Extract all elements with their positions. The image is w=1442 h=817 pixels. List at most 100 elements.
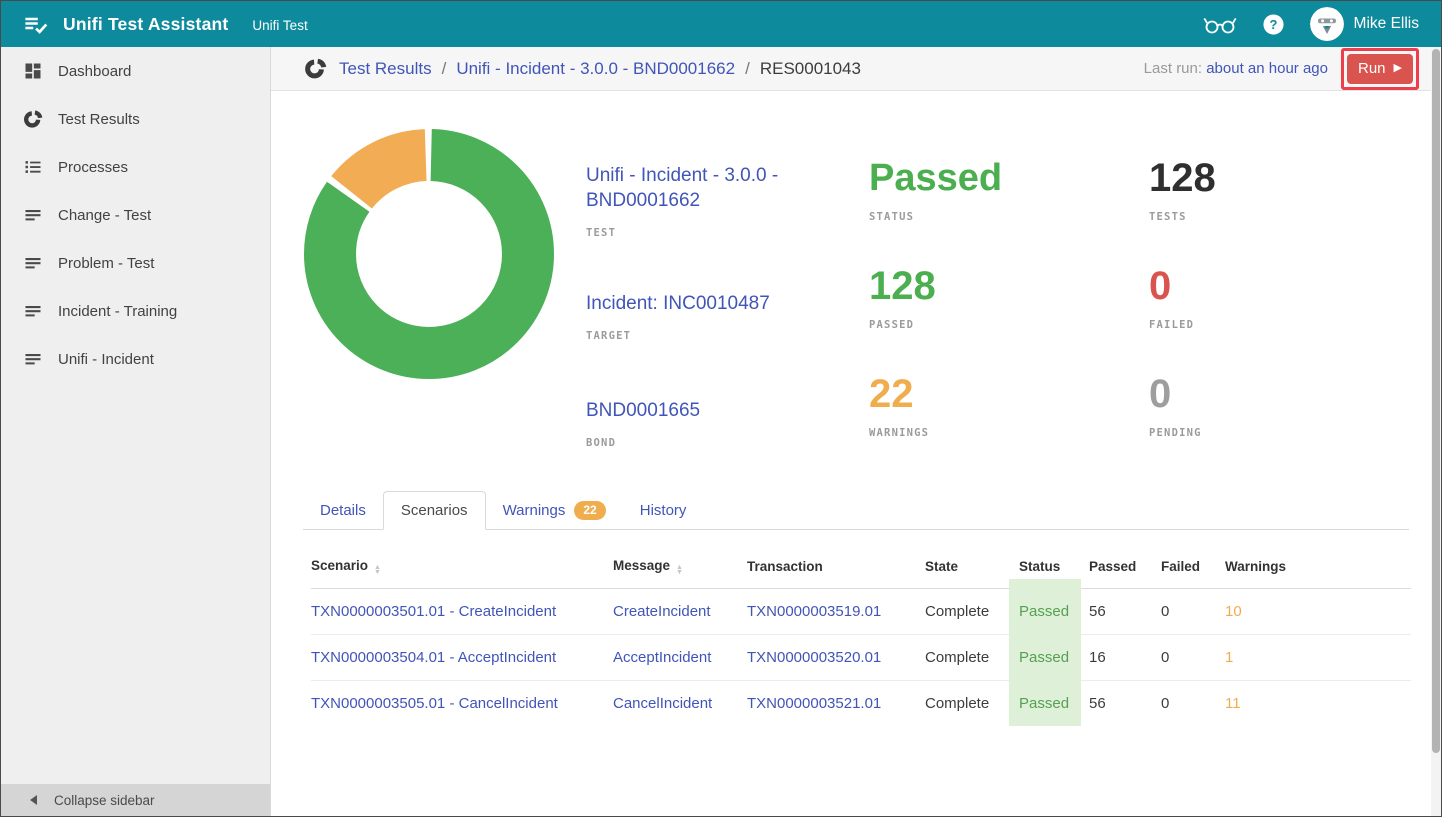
run-button[interactable]: Run ▶ — [1347, 54, 1413, 84]
user-name: Mike Ellis — [1354, 15, 1419, 33]
pending-stat: 0 PENDING — [1149, 371, 1202, 439]
sidebar-item-test-results[interactable]: Test Results — [1, 95, 270, 143]
tab-bar: Details Scenarios Warnings 22 History — [303, 491, 1409, 530]
result-summary-panel: Unifi - Incident - 3.0.0 - BND0001662 TE… — [271, 91, 1431, 816]
sidebar-item-incident-training[interactable]: Incident - Training — [1, 287, 270, 335]
table-row: TXN0000003505.01 - CancelIncident Cancel… — [311, 681, 1411, 727]
scrollbar-thumb[interactable] — [1432, 49, 1440, 753]
table-row: TXN0000003504.01 - AcceptIncident Accept… — [311, 635, 1411, 681]
last-run-link[interactable]: about an hour ago — [1206, 60, 1328, 77]
transaction-link[interactable]: TXN0000003521.01 — [747, 681, 925, 727]
avatar — [1310, 7, 1344, 41]
sidebar-item-change-test[interactable]: Change - Test — [1, 191, 270, 239]
lines-icon — [22, 204, 44, 226]
warnings-cell: 11 — [1225, 681, 1411, 727]
sidebar-item-dashboard[interactable]: Dashboard — [1, 47, 270, 95]
test-info-block: Unifi - Incident - 3.0.0 - BND0001662 TE… — [586, 163, 804, 239]
run-button-label: Run — [1358, 60, 1386, 77]
failed-label: FAILED — [1149, 319, 1194, 331]
dashboard-icon — [22, 60, 44, 82]
tab-label: Warnings — [503, 492, 566, 529]
glasses-icon[interactable] — [1203, 13, 1237, 36]
scrollbar-track — [1431, 47, 1441, 816]
sidebar-nav: Dashboard Test Results Processes — [1, 47, 270, 383]
status-stat: Passed STATUS — [869, 155, 1002, 223]
column-header-scenario[interactable]: Scenario ▲▼ — [311, 543, 613, 589]
tab-details[interactable]: Details — [303, 492, 383, 529]
sort-icon: ▲▼ — [374, 565, 381, 575]
breadcrumb-link-test-results[interactable]: Test Results — [339, 59, 432, 79]
message-link[interactable]: CancelIncident — [613, 681, 747, 727]
sidebar-item-label: Change - Test — [58, 207, 151, 224]
breadcrumb-separator: / — [442, 59, 447, 79]
message-link[interactable]: CreateIncident — [613, 589, 747, 635]
scenario-link[interactable]: TXN0000003505.01 - CancelIncident — [311, 681, 613, 727]
user-menu[interactable]: Mike Ellis — [1310, 7, 1419, 41]
tab-warnings[interactable]: Warnings 22 — [486, 492, 623, 529]
sidebar-item-unifi-incident[interactable]: Unifi - Incident — [1, 335, 270, 383]
target-info-block: Incident: INC0010487 TARGET — [586, 291, 804, 342]
app-subtitle: Unifi Test — [252, 18, 307, 33]
warnings-cell: 10 — [1225, 589, 1411, 635]
column-header-failed: Failed — [1153, 543, 1225, 589]
status-cell: Passed — [1009, 681, 1081, 727]
column-label: Transaction — [747, 559, 823, 574]
failed-cell: 0 — [1153, 681, 1225, 727]
warnings-stat: 22 WARNINGS — [869, 371, 929, 439]
collapse-arrow-icon — [30, 795, 37, 805]
play-icon: ▶ — [1394, 63, 1402, 74]
column-label: Status — [1019, 559, 1060, 574]
column-label: State — [925, 559, 958, 574]
test-link[interactable]: Unifi - Incident - 3.0.0 - BND0001662 — [586, 163, 804, 213]
sidebar-item-label: Unifi - Incident — [58, 351, 154, 368]
sidebar-item-problem-test[interactable]: Problem - Test — [1, 239, 270, 287]
passed-value: 128 — [869, 263, 936, 309]
tab-scenarios[interactable]: Scenarios — [383, 491, 486, 530]
passed-cell: 56 — [1081, 681, 1153, 727]
target-label: TARGET — [586, 330, 804, 342]
column-label: Failed — [1161, 559, 1200, 574]
column-label: Message — [613, 558, 670, 573]
scenario-link[interactable]: TXN0000003504.01 - AcceptIncident — [311, 635, 613, 681]
failed-cell: 0 — [1153, 589, 1225, 635]
passed-cell: 16 — [1081, 635, 1153, 681]
column-header-message[interactable]: Message▲▼ — [613, 543, 747, 589]
tests-value: 128 — [1149, 155, 1216, 201]
transaction-link[interactable]: TXN0000003519.01 — [747, 589, 925, 635]
menu-checklist-icon[interactable] — [21, 10, 49, 38]
help-icon[interactable]: ? — [1262, 13, 1285, 36]
column-label: Scenario — [311, 558, 368, 573]
tab-label: Scenarios — [401, 492, 468, 529]
test-label: TEST — [586, 227, 804, 239]
breadcrumb-separator: / — [745, 59, 750, 79]
last-run-label: Last run: — [1144, 60, 1202, 77]
list-icon — [22, 156, 44, 178]
message-link[interactable]: AcceptIncident — [613, 635, 747, 681]
sidebar-item-label: Test Results — [58, 111, 140, 128]
column-label: Warnings — [1225, 559, 1286, 574]
collapse-sidebar-label: Collapse sidebar — [54, 793, 155, 808]
transaction-link[interactable]: TXN0000003520.01 — [747, 635, 925, 681]
svg-text:?: ? — [1269, 17, 1277, 32]
breadcrumb-link-test[interactable]: Unifi - Incident - 3.0.0 - BND0001662 — [456, 59, 735, 79]
breadcrumb-current: RES0001043 — [760, 59, 861, 79]
scenario-link[interactable]: TXN0000003501.01 - CreateIncident — [311, 589, 613, 635]
tab-history[interactable]: History — [623, 492, 704, 529]
sidebar-item-label: Processes — [58, 159, 128, 176]
collapse-sidebar-button[interactable]: Collapse sidebar — [1, 784, 270, 816]
top-bar: Unifi Test Assistant Unifi Test ? — [1, 1, 1441, 47]
failed-value: 0 — [1149, 263, 1194, 309]
failed-cell: 0 — [1153, 635, 1225, 681]
target-link[interactable]: Incident: INC0010487 — [586, 291, 804, 316]
sidebar-item-processes[interactable]: Processes — [1, 143, 270, 191]
bond-link[interactable]: BND0001665 — [586, 398, 804, 423]
sidebar: Dashboard Test Results Processes — [1, 47, 271, 816]
passed-stat: 128 PASSED — [869, 263, 936, 331]
status-label: STATUS — [869, 211, 1002, 223]
tests-label: TESTS — [1149, 211, 1216, 223]
column-label: Passed — [1089, 559, 1136, 574]
state-cell: Complete — [925, 635, 1009, 681]
tab-label: History — [640, 492, 687, 529]
status-cell: Passed — [1009, 635, 1081, 681]
annotation-highlight-box: Run ▶ — [1341, 48, 1419, 90]
